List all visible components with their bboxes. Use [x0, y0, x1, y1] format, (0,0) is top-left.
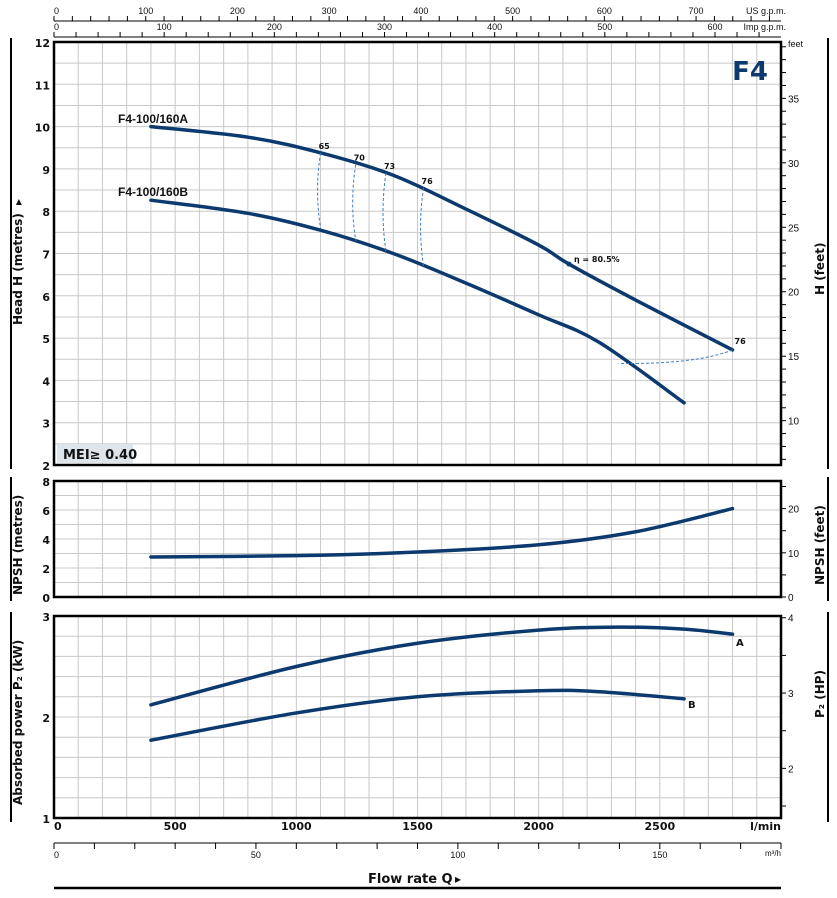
power-label-b: B — [688, 700, 696, 711]
mei-badge-text: MEI≥ 0.40 — [63, 448, 137, 463]
m3h-tick-label: 0 — [54, 850, 59, 860]
npsh-feet-tick-label: 10 — [788, 549, 800, 560]
usgpm-tick-label: 200 — [230, 6, 245, 16]
x-axis-title-arrow: ▸ — [455, 872, 461, 886]
impgpm-tick-label: 400 — [487, 22, 502, 32]
lpm-tick-label: 2000 — [523, 820, 554, 833]
series-line-0-f4-100-160b — [149, 198, 686, 405]
best-efficiency-point — [566, 261, 572, 267]
y-axis-title-npsh: NPSH (metres) — [11, 495, 25, 595]
impgpm-tick-label: 300 — [377, 22, 392, 32]
usgpm-tick-label: 0 — [54, 6, 59, 16]
usgpm-tick-label: 300 — [322, 6, 337, 16]
x-axis-title: Flow rate Q — [368, 872, 453, 887]
series-line-2-b — [149, 688, 686, 742]
y-tick-label: 7 — [42, 249, 50, 262]
usgpm-tick-label: 500 — [505, 6, 520, 16]
y-tick-label: 9 — [42, 164, 50, 177]
m3h-tick-label: 50 — [251, 850, 261, 860]
feet-tick-label: 10 — [788, 417, 800, 428]
y-axis-title-head: Head H (metres) — [11, 213, 25, 325]
feet-tick-label: 15 — [788, 352, 800, 363]
y-axis-title-power-hp: P₂ (HP) — [813, 670, 827, 718]
y-tick-label: 6 — [42, 291, 50, 304]
power-label-a: A — [736, 638, 744, 649]
impgpm-unit: Imp g.p.m. — [743, 22, 786, 32]
m3h-tick-label: 100 — [450, 850, 465, 860]
y-tick-label: 1 — [42, 813, 50, 826]
y-axis-title-head-feet: H (feet) — [813, 243, 827, 295]
efficiency-iso-line — [382, 173, 387, 252]
impgpm-tick-label: 600 — [707, 22, 722, 32]
m3h-unit: m³/h — [765, 849, 781, 858]
m3h-tick-label: 150 — [652, 850, 667, 860]
chart-title: F4 — [732, 57, 768, 87]
feet-unit-label: feet — [788, 39, 804, 49]
y-tick-label: 8 — [42, 476, 50, 489]
feet-tick-label: 25 — [788, 223, 800, 234]
lpm-tick-label: 500 — [164, 820, 187, 833]
impgpm-tick-label: 100 — [157, 22, 172, 32]
lpm-tick-label: 0 — [54, 820, 62, 833]
usgpm-tick-label: 400 — [413, 6, 428, 16]
efficiency-iso-line — [317, 152, 322, 229]
impgpm-tick-label: 500 — [597, 22, 612, 32]
lpm-tick-label: 1500 — [402, 820, 433, 833]
series-label-b-head: F4-100/160B — [118, 185, 188, 199]
efficiency-label: 76 — [422, 177, 434, 186]
usgpm-unit: US g.p.m. — [746, 6, 786, 16]
series-line-0-f4-100-160a — [149, 124, 735, 352]
y-tick-label: 2 — [42, 712, 50, 725]
y-tick-label: 4 — [42, 375, 50, 388]
y-tick-label: 11 — [35, 79, 50, 92]
y-tick-label: 10 — [35, 122, 51, 135]
usgpm-tick-label: 700 — [689, 6, 704, 16]
lpm-tick-label: 2500 — [645, 820, 676, 833]
panel-frame — [52, 614, 783, 820]
efficiency-label: 70 — [354, 154, 366, 163]
series-label-a-head: F4-100/160A — [118, 112, 188, 126]
panel-frame — [52, 479, 783, 599]
best-efficiency-label: η = 80.5% — [574, 255, 620, 264]
hp-tick-label: 4 — [788, 614, 794, 625]
npsh-feet-tick-label: 20 — [788, 505, 800, 516]
y-tick-label: 6 — [42, 505, 50, 518]
y-tick-label: 12 — [35, 37, 50, 50]
y-axis-title-head-arrow: ▸ — [11, 199, 25, 205]
series-line-2-a — [149, 625, 735, 707]
lpm-tick-label: 1000 — [281, 820, 312, 833]
series-line-1-npsh — [149, 506, 735, 559]
y-tick-label: 0 — [42, 592, 50, 605]
usgpm-tick-label: 600 — [597, 6, 612, 16]
feet-tick-label: 35 — [788, 94, 800, 105]
impgpm-tick-label: 200 — [267, 22, 282, 32]
y-tick-label: 3 — [42, 418, 50, 431]
impgpm-tick-label: 0 — [54, 22, 59, 32]
y-tick-label: 4 — [42, 534, 50, 547]
hp-tick-label: 3 — [788, 689, 794, 700]
feet-tick-label: 30 — [788, 159, 800, 170]
mei-badge — [57, 444, 133, 463]
y-tick-label: 5 — [42, 333, 50, 346]
y-tick-label: 2 — [42, 460, 50, 473]
efficiency-label: 73 — [384, 162, 395, 171]
lpm-unit: l/min — [750, 820, 781, 833]
hp-tick-label: 2 — [788, 764, 794, 775]
y-axis-title-power: Absorbed power P₂ (kW) — [11, 640, 25, 805]
efficiency-label: 65 — [319, 142, 331, 151]
efficiency-iso-line — [420, 187, 425, 267]
feet-tick-label: 20 — [788, 288, 800, 299]
y-tick-label: 8 — [42, 206, 50, 219]
y-axis-title-npsh-feet: NPSH (feet) — [813, 505, 827, 585]
efficiency-iso-line — [352, 164, 357, 241]
y-tick-label: 2 — [42, 563, 50, 576]
efficiency-label-right: 76 — [735, 337, 747, 346]
y-tick-label: 3 — [42, 611, 50, 624]
usgpm-tick-label: 100 — [138, 6, 153, 16]
npsh-feet-tick-label: 0 — [788, 593, 794, 604]
